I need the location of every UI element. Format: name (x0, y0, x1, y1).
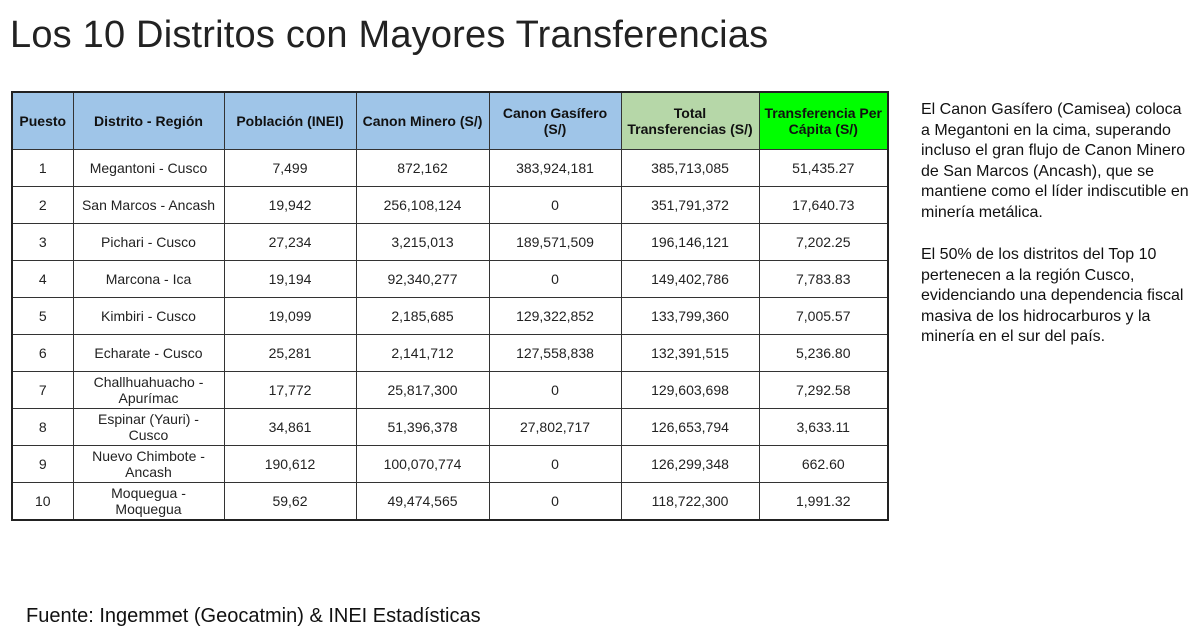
cell-total-transferencias: 196,146,121 (620, 223, 760, 261)
cell-canon-minero: 51,396,378 (355, 408, 490, 446)
header-transferencia-per-capita: Transferencia Per Cápita (S/) (758, 91, 889, 150)
cell-poblacion: 19,194 (223, 260, 357, 298)
note-paragraph: El 50% de los distritos del Top 10 perte… (921, 246, 1184, 345)
cell-per-capita: 7,292.58 (758, 371, 889, 409)
table-row: 1 Megantoni - Cusco 7,499 872,162 383,924,18… (11, 149, 889, 187)
cell-canon-gasifero: 383,924,181 (488, 149, 622, 187)
cell-canon-gasifero: 129,322,852 (488, 297, 622, 335)
cell-distrito-region: Espinar (Yauri) - Cusco (72, 408, 225, 446)
cell-canon-minero: 3,215,013 (355, 223, 490, 261)
cell-canon-minero: 100,070,774 (355, 445, 490, 483)
header-distrito-region: Distrito - Región (72, 91, 225, 150)
districts-table: Puesto Distrito - Región Población (INEI… (11, 91, 889, 521)
cell-per-capita: 7,005.57 (758, 297, 889, 335)
cell-poblacion: 19,099 (223, 297, 357, 335)
cell-poblacion: 34,861 (223, 408, 357, 446)
table-body: 1 Megantoni - Cusco 7,499 872,162 383,924,18… (11, 149, 889, 521)
cell-distrito-region: San Marcos - Ancash (72, 186, 225, 224)
cell-poblacion: 25,281 (223, 334, 357, 372)
source-caption: Fuente: Ingemmet (Geocatmin) & INEI Esta… (26, 605, 481, 627)
cell-total-transferencias: 133,799,360 (620, 297, 760, 335)
cell-total-transferencias: 351,791,372 (620, 186, 760, 224)
cell-canon-gasifero: 27,802,717 (488, 408, 622, 446)
cell-distrito-region: Moquegua - Moquegua (72, 482, 225, 521)
table-row: 3 Pichari - Cusco 27,234 3,215,013 189,571,5… (11, 223, 889, 261)
cell-poblacion: 27,234 (223, 223, 357, 261)
cell-canon-gasifero: 0 (488, 445, 622, 483)
cell-per-capita: 17,640.73 (758, 186, 889, 224)
cell-canon-minero: 2,141,712 (355, 334, 490, 372)
cell-distrito-region: Challhuahuacho - Apurímac (72, 371, 225, 409)
cell-canon-minero: 256,108,124 (355, 186, 490, 224)
table-row: 5 Kimbiri - Cusco 19,099 2,185,685 129,322,8… (11, 297, 889, 335)
cell-puesto: 5 (11, 297, 74, 335)
cell-per-capita: 3,633.11 (758, 408, 889, 446)
cell-canon-gasifero: 0 (488, 186, 622, 224)
table-row: 4 Marcona - Ica 19,194 92,340,277 0 149,402,7… (11, 260, 889, 298)
cell-per-capita: 662.60 (758, 445, 889, 483)
cell-poblacion: 17,772 (223, 371, 357, 409)
cell-distrito-region: Megantoni - Cusco (72, 149, 225, 187)
cell-canon-minero: 872,162 (355, 149, 490, 187)
cell-puesto: 4 (11, 260, 74, 298)
cell-per-capita: 5,236.80 (758, 334, 889, 372)
cell-canon-minero: 92,340,277 (355, 260, 490, 298)
cell-total-transferencias: 129,603,698 (620, 371, 760, 409)
cell-poblacion: 190,612 (223, 445, 357, 483)
cell-total-transferencias: 126,299,348 (620, 445, 760, 483)
cell-per-capita: 7,202.25 (758, 223, 889, 261)
header-poblacion: Población (INEI) (223, 91, 357, 150)
cell-distrito-region: Kimbiri - Cusco (72, 297, 225, 335)
cell-distrito-region: Echarate - Cusco (72, 334, 225, 372)
header-canon-minero: Canon Minero (S/) (355, 91, 490, 150)
header-puesto: Puesto (11, 91, 74, 150)
table-row: 8 Espinar (Yauri) - Cusco 34,861 51,396,378… (11, 408, 889, 446)
table-row: 2 San Marcos - Ancash 19,942 256,108,124 0 35… (11, 186, 889, 224)
page-title: Los 10 Distritos con Mayores Transferenc… (10, 14, 769, 56)
cell-distrito-region: Nuevo Chimbote - Ancash (72, 445, 225, 483)
cell-canon-minero: 25,817,300 (355, 371, 490, 409)
header-canon-gasifero: Canon Gasífero (S/) (488, 91, 622, 150)
cell-canon-gasifero: 127,558,838 (488, 334, 622, 372)
cell-puesto: 10 (11, 482, 74, 521)
table-row: 9 Nuevo Chimbote - Ancash 190,612 100,070,7… (11, 445, 889, 483)
cell-total-transferencias: 385,713,085 (620, 149, 760, 187)
side-notes: El Canon Gasífero (Camisea) coloca a Meg… (921, 100, 1191, 370)
cell-total-transferencias: 132,391,515 (620, 334, 760, 372)
cell-per-capita: 7,783.83 (758, 260, 889, 298)
cell-puesto: 8 (11, 408, 74, 446)
cell-puesto: 2 (11, 186, 74, 224)
table-row: 7 Challhuahuacho - Apurímac 17,772 25,817,3… (11, 371, 889, 409)
header-total-transferencias: Total Transferencias (S/) (620, 91, 760, 150)
cell-canon-gasifero: 0 (488, 260, 622, 298)
cell-total-transferencias: 126,653,794 (620, 408, 760, 446)
note-paragraph: El Canon Gasífero (Camisea) coloca a Meg… (921, 101, 1189, 221)
cell-puesto: 1 (11, 149, 74, 187)
cell-total-transferencias: 118,722,300 (620, 482, 760, 521)
cell-puesto: 6 (11, 334, 74, 372)
cell-canon-gasifero: 189,571,509 (488, 223, 622, 261)
cell-distrito-region: Marcona - Ica (72, 260, 225, 298)
table-header-row: Puesto Distrito - Región Población (INEI… (11, 91, 889, 150)
cell-canon-minero: 2,185,685 (355, 297, 490, 335)
cell-poblacion: 19,942 (223, 186, 357, 224)
cell-puesto: 7 (11, 371, 74, 409)
cell-poblacion: 7,499 (223, 149, 357, 187)
cell-canon-gasifero: 0 (488, 371, 622, 409)
cell-per-capita: 1,991.32 (758, 482, 889, 521)
table-row: 10 Moquegua - Moquegua 59,62 49,474,565 0 118… (11, 482, 889, 521)
cell-poblacion: 59,62 (223, 482, 357, 521)
cell-canon-gasifero: 0 (488, 482, 622, 521)
cell-canon-minero: 49,474,565 (355, 482, 490, 521)
cell-per-capita: 51,435.27 (758, 149, 889, 187)
cell-puesto: 9 (11, 445, 74, 483)
cell-puesto: 3 (11, 223, 74, 261)
cell-distrito-region: Pichari - Cusco (72, 223, 225, 261)
table-row: 6 Echarate - Cusco 25,281 2,141,712 127,558,… (11, 334, 889, 372)
cell-total-transferencias: 149,402,786 (620, 260, 760, 298)
